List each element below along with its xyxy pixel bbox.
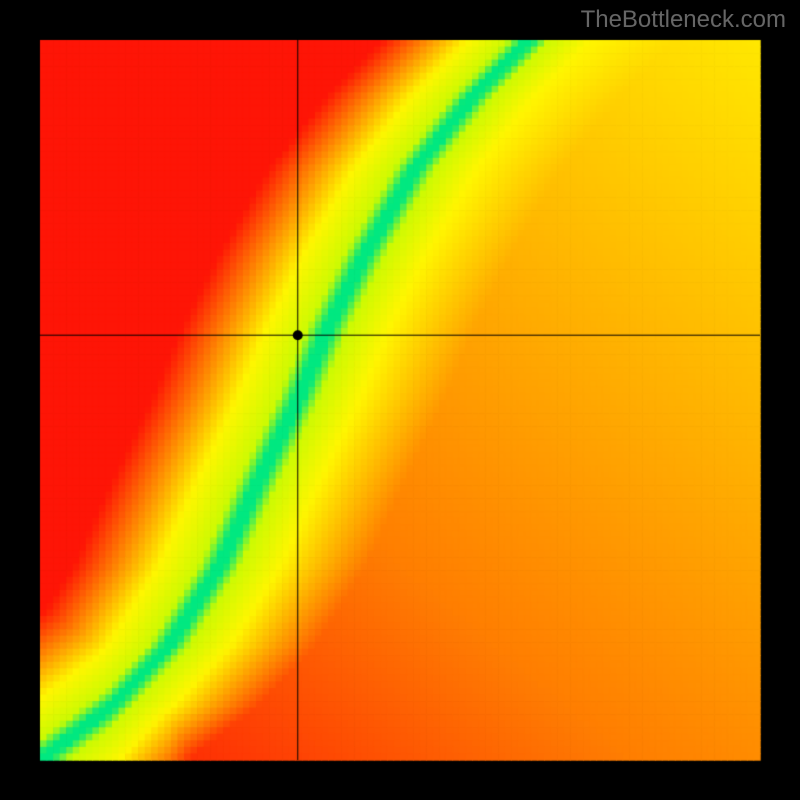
bottleneck-heatmap — [0, 0, 800, 800]
watermark-text: TheBottleneck.com — [581, 6, 786, 34]
